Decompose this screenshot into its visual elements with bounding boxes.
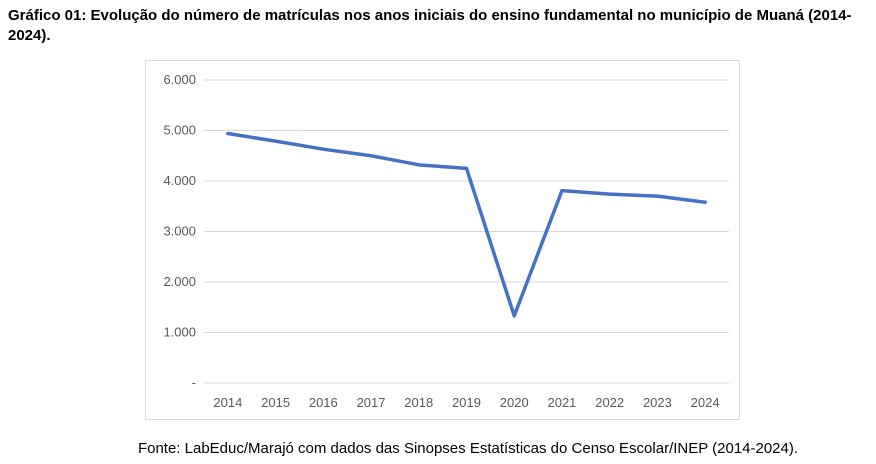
data-point	[417, 163, 421, 167]
chart-area: - 1.000 2.000 3.000 4.000 5.000 6.000 2014 2015 2…	[145, 60, 740, 420]
x-tick-label: 2015	[261, 395, 290, 410]
x-tick-label: 2020	[500, 395, 529, 410]
y-tick-label: 3.000	[163, 224, 196, 239]
x-tick-label: 2022	[595, 395, 624, 410]
line-chart: - 1.000 2.000 3.000 4.000 5.000 6.000 2014 2015 2…	[163, 72, 729, 410]
y-tick-label: 4.000	[163, 173, 196, 188]
data-point	[703, 200, 707, 204]
data-point	[512, 314, 516, 318]
data-point	[274, 139, 278, 143]
data-point	[465, 166, 468, 170]
source-note: Fonte: LabEduc/Marajó com dados das Sino…	[137, 440, 799, 457]
y-tick-label: 2.000	[163, 274, 196, 289]
data-point	[560, 189, 564, 193]
x-tick-label: 2021	[547, 395, 576, 410]
x-tick-label: 2023	[643, 395, 672, 410]
data-point	[369, 154, 373, 158]
x-tick-label: 2017	[357, 395, 386, 410]
x-tick-label: 2019	[452, 395, 481, 410]
x-tick-label: 2014	[213, 395, 242, 410]
x-tick-label: 2018	[404, 395, 433, 410]
y-tick-label: 5.000	[163, 123, 196, 138]
data-point	[321, 147, 325, 151]
data-point	[226, 132, 230, 136]
data-point	[655, 194, 659, 198]
x-tick-label: 2016	[309, 395, 338, 410]
y-tick-label: 6.000	[163, 72, 196, 87]
y-tick-label: -	[192, 375, 196, 390]
chart-caption: Gráfico 01: Evolução do número de matríc…	[8, 7, 852, 44]
series-line	[226, 131, 707, 318]
y-tick-label: 1.000	[163, 325, 196, 340]
data-point	[608, 192, 612, 196]
x-tick-label: 2024	[691, 395, 720, 410]
